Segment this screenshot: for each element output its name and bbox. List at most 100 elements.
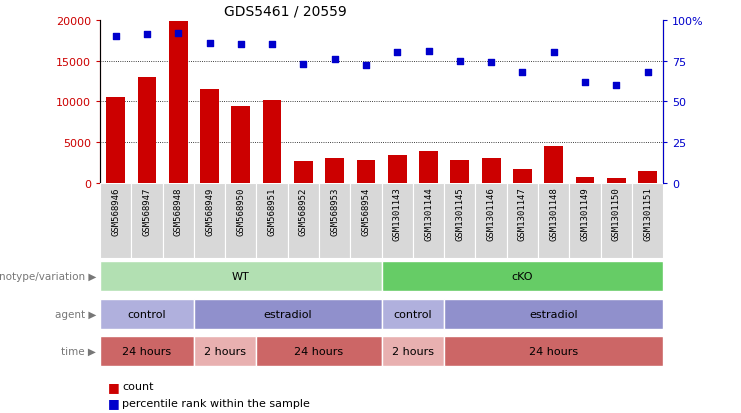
Bar — [319, 184, 350, 258]
Bar — [294, 162, 313, 184]
Bar — [382, 262, 663, 292]
Bar — [607, 179, 625, 184]
Text: time ▶: time ▶ — [62, 346, 96, 356]
Point — [391, 50, 403, 57]
Point — [204, 40, 216, 47]
Text: GSM568949: GSM568949 — [205, 187, 214, 235]
Text: GSM568951: GSM568951 — [268, 187, 276, 235]
Text: GSM568947: GSM568947 — [142, 187, 151, 235]
Text: GSM1301148: GSM1301148 — [549, 187, 558, 240]
Point — [173, 31, 185, 37]
Bar — [545, 147, 563, 184]
Point — [329, 57, 341, 63]
Bar — [576, 177, 594, 184]
Bar — [451, 161, 469, 184]
Bar — [513, 169, 532, 184]
Text: 24 hours: 24 hours — [529, 346, 578, 356]
Text: WT: WT — [232, 272, 250, 282]
Bar — [325, 159, 344, 184]
Text: genotype/variation ▶: genotype/variation ▶ — [0, 272, 96, 282]
Bar — [138, 78, 156, 184]
Bar — [225, 184, 256, 258]
Bar — [444, 299, 663, 329]
Text: count: count — [122, 381, 154, 391]
Text: 24 hours: 24 hours — [122, 346, 171, 356]
Text: GSM568952: GSM568952 — [299, 187, 308, 235]
Text: control: control — [393, 309, 432, 319]
Point — [454, 58, 466, 65]
Text: GSM568946: GSM568946 — [111, 187, 120, 235]
Bar — [194, 184, 225, 258]
Bar — [382, 299, 444, 329]
Bar — [106, 98, 125, 184]
Bar — [382, 336, 444, 366]
Point — [579, 79, 591, 86]
Point — [642, 69, 654, 76]
Bar — [413, 184, 444, 258]
Text: estradiol: estradiol — [264, 309, 312, 319]
Bar — [169, 22, 187, 184]
Bar — [263, 101, 282, 184]
Text: GSM1301149: GSM1301149 — [580, 187, 590, 240]
Text: GSM1301146: GSM1301146 — [487, 187, 496, 240]
Text: cKO: cKO — [511, 272, 534, 282]
Text: GSM1301150: GSM1301150 — [612, 187, 621, 240]
Text: GSM568953: GSM568953 — [330, 187, 339, 235]
Point — [548, 50, 559, 57]
Bar — [100, 299, 194, 329]
Text: GSM1301143: GSM1301143 — [393, 187, 402, 240]
Point — [360, 63, 372, 70]
Point — [297, 62, 309, 68]
Text: GSM1301151: GSM1301151 — [643, 187, 652, 240]
Bar — [482, 159, 500, 184]
Text: GSM1301145: GSM1301145 — [455, 187, 465, 240]
Text: 2 hours: 2 hours — [392, 346, 434, 356]
Bar — [601, 184, 632, 258]
Text: GSM568950: GSM568950 — [236, 187, 245, 235]
Text: control: control — [127, 309, 166, 319]
Point — [611, 83, 622, 89]
Point — [110, 34, 122, 40]
Point — [516, 69, 528, 76]
Text: 24 hours: 24 hours — [294, 346, 344, 356]
Text: ■: ■ — [107, 396, 119, 409]
Point — [485, 60, 497, 66]
Text: GDS5461 / 20559: GDS5461 / 20559 — [224, 4, 347, 18]
Bar — [100, 184, 131, 258]
Bar — [382, 184, 413, 258]
Bar — [638, 171, 657, 184]
Bar — [388, 155, 407, 184]
Point — [141, 32, 153, 39]
Text: GSM568948: GSM568948 — [173, 187, 183, 235]
Bar — [538, 184, 569, 258]
Point — [422, 48, 434, 55]
Bar — [444, 184, 476, 258]
Bar — [200, 90, 219, 184]
Text: GSM1301144: GSM1301144 — [424, 187, 433, 240]
Text: percentile rank within the sample: percentile rank within the sample — [122, 398, 310, 408]
Bar — [632, 184, 663, 258]
Bar — [100, 262, 382, 292]
Bar — [131, 184, 162, 258]
Text: GSM568954: GSM568954 — [362, 187, 370, 235]
Bar — [162, 184, 194, 258]
Bar — [507, 184, 538, 258]
Bar — [288, 184, 319, 258]
Bar — [100, 336, 194, 366]
Bar — [569, 184, 601, 258]
Bar — [256, 184, 288, 258]
Bar — [194, 299, 382, 329]
Bar — [194, 336, 256, 366]
Bar — [350, 184, 382, 258]
Point — [266, 42, 278, 48]
Bar — [419, 151, 438, 184]
Bar — [231, 107, 250, 184]
Point — [235, 42, 247, 48]
Text: agent ▶: agent ▶ — [55, 309, 96, 319]
Bar — [476, 184, 507, 258]
Text: 2 hours: 2 hours — [205, 346, 246, 356]
Text: estradiol: estradiol — [529, 309, 578, 319]
Text: ■: ■ — [107, 380, 119, 393]
Bar — [256, 336, 382, 366]
Text: GSM1301147: GSM1301147 — [518, 187, 527, 240]
